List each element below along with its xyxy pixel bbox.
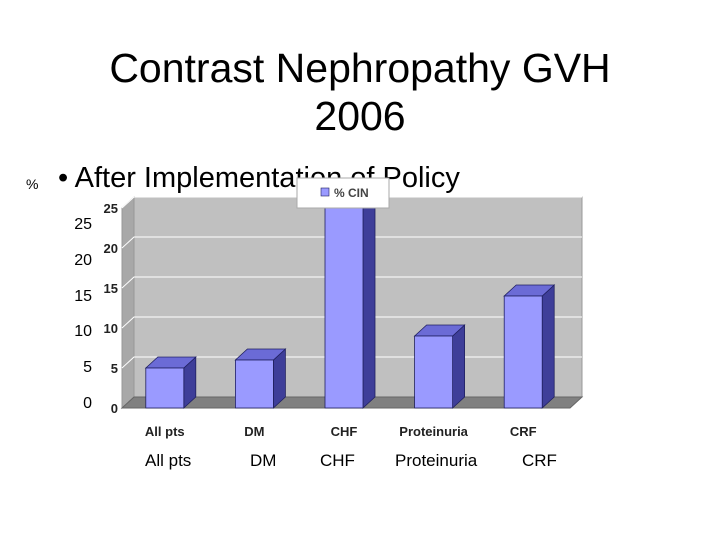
- outer-x-label: CHF: [320, 451, 355, 470]
- outer-x-label: Proteinuria: [395, 451, 478, 470]
- chart-side-wall: [121, 195, 135, 410]
- bar-crf: [503, 284, 556, 409]
- slide-title: Contrast Nephropathy GVH 2006: [40, 44, 680, 140]
- title-line-1: Contrast Nephropathy GVH: [109, 45, 611, 91]
- bar-front: [234, 359, 274, 409]
- y-tick-label: 10: [104, 321, 118, 336]
- outer-y-tick: 20: [74, 252, 92, 269]
- chart-legend: % CIN: [296, 177, 390, 209]
- outer-x-label: All pts: [145, 451, 192, 470]
- bar-side: [362, 196, 376, 409]
- gridline: [121, 276, 582, 289]
- outer-y-tick: 0: [83, 395, 92, 412]
- x-category-label: DM: [244, 424, 264, 439]
- bar-front: [145, 367, 185, 409]
- gridline: [121, 236, 582, 249]
- outer-y-tick: 5: [83, 359, 92, 376]
- legend-swatch: [320, 187, 330, 197]
- bar-front: [324, 207, 364, 409]
- outer-y-tick: 15: [74, 288, 92, 305]
- bar-side: [541, 284, 555, 409]
- x-category-label: CHF: [331, 424, 358, 439]
- outer-y-tick: 25: [74, 216, 92, 233]
- title-line-2: 2006: [314, 93, 406, 139]
- bar-all-pts: [144, 356, 197, 409]
- outer-x-label: CRF: [522, 451, 557, 470]
- percent-axis-label: %: [26, 176, 39, 192]
- y-tick-label: 25: [104, 201, 118, 216]
- x-category-label: Proteinuria: [399, 424, 468, 439]
- gridline: [121, 196, 582, 209]
- y-tick-label: 0: [111, 401, 118, 416]
- y-tick-label: 15: [104, 281, 118, 296]
- y-tick-label: 20: [104, 241, 118, 256]
- bullet-point: • After Implementation of Policy: [58, 162, 460, 194]
- bar-proteinuria: [413, 324, 466, 409]
- bar-side: [452, 324, 466, 409]
- x-category-label: CRF: [510, 424, 537, 439]
- bar-dm: [234, 348, 287, 409]
- outer-x-label: DM: [250, 451, 277, 470]
- bar-chf: [323, 196, 377, 409]
- legend-label: % CIN: [334, 186, 369, 200]
- x-category-label: All pts: [145, 424, 185, 439]
- y-tick-label: 5: [111, 361, 118, 376]
- legend-box: [296, 177, 390, 209]
- bar-front: [414, 335, 454, 409]
- gridline: [121, 316, 582, 329]
- outer-y-tick: 10: [74, 323, 92, 340]
- bar-front: [503, 295, 543, 409]
- bullet-text: After Implementation of Policy: [74, 162, 460, 194]
